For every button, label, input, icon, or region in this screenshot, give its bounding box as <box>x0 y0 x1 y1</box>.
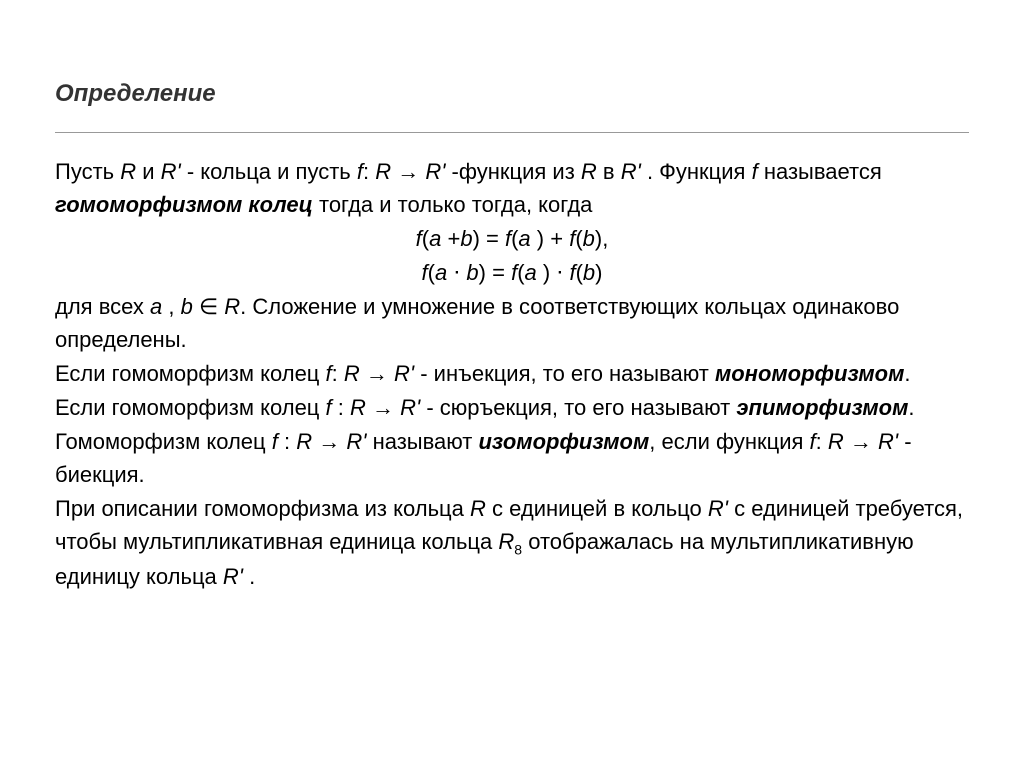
var-R-prime: R' <box>708 496 728 521</box>
text: Гомоморфизм колец <box>55 429 272 454</box>
arrow: → <box>366 395 400 420</box>
text: ), <box>595 226 608 251</box>
text: ) <box>543 260 556 285</box>
text: Пусть <box>55 159 120 184</box>
var-R: R <box>470 496 486 521</box>
var-a: a <box>150 294 168 319</box>
var-R: R <box>344 361 360 386</box>
term-monomorphism: мономорфизмом <box>715 361 904 386</box>
var-a: a <box>525 260 543 285</box>
text: называют <box>366 429 478 454</box>
var-a: a <box>435 260 453 285</box>
text: - инъекция, то его называют <box>414 361 715 386</box>
text: : <box>332 361 344 386</box>
text: в <box>597 159 621 184</box>
text: , <box>168 294 180 319</box>
text: ∈ <box>193 294 224 319</box>
equation-addition: f(a +b) = f(a ) + f(b), <box>55 222 969 255</box>
arrow: → <box>312 429 346 454</box>
text: ) = <box>473 226 505 251</box>
text: ) <box>595 260 602 285</box>
text: . Функция <box>641 159 752 184</box>
var-R: R <box>296 429 312 454</box>
var-R-prime: R' <box>621 159 641 184</box>
var-b: b <box>460 226 472 251</box>
var-R: R <box>498 529 514 554</box>
text: Если гомоморфизм колец <box>55 361 326 386</box>
text: ( <box>576 260 583 285</box>
divider <box>55 132 969 133</box>
text: Если гомоморфизм колец <box>55 395 326 420</box>
var-a: a <box>518 226 536 251</box>
text: ( <box>575 226 582 251</box>
var-R: R <box>581 159 597 184</box>
var-b: b <box>583 260 595 285</box>
text: и <box>136 159 161 184</box>
text: . <box>908 395 914 420</box>
var-R-prime: R' <box>161 159 181 184</box>
text: . <box>243 564 255 589</box>
text: : <box>816 429 828 454</box>
text: называется <box>758 159 882 184</box>
slide-title: Определение <box>55 80 969 108</box>
arrow: → <box>391 159 425 184</box>
text: : <box>363 159 375 184</box>
paragraph-epi: Если гомоморфизм колец f : R → R' - сюръ… <box>55 391 969 424</box>
text: с единицей в кольцо <box>486 496 708 521</box>
var-R-prime: R' <box>425 159 445 184</box>
var-R-prime: R' <box>346 429 366 454</box>
term-homomorphism: гомоморфизмом колец <box>55 192 313 217</box>
var-R-prime: R' <box>878 429 898 454</box>
text: , если функция <box>649 429 809 454</box>
paragraph-iso: Гомоморфизм колец f : R → R' называют из… <box>55 425 969 491</box>
var-R: R <box>375 159 391 184</box>
text: тогда и только тогда, когда <box>313 192 593 217</box>
text: ) = <box>479 260 511 285</box>
var-b: b <box>466 260 478 285</box>
text: : <box>278 429 296 454</box>
var-R-prime: R' <box>400 395 420 420</box>
text: для всех <box>55 294 150 319</box>
slide: Определение Пусть R и R' - кольца и пуст… <box>0 0 1024 767</box>
equation-multiplication: f(a ⋅ b) = f(a ) ⋅ f(b) <box>55 256 969 289</box>
text: ( <box>428 260 435 285</box>
var-a: a <box>429 226 447 251</box>
term-epimorphism: эпиморфизмом <box>736 395 908 420</box>
var-R-prime: R' <box>223 564 243 589</box>
paragraph-unit: При описании гомоморфизма из кольца R с … <box>55 492 969 593</box>
text: : <box>332 395 350 420</box>
var-R: R <box>120 159 136 184</box>
var-R: R <box>224 294 240 319</box>
text: - кольца и пусть <box>181 159 357 184</box>
var-R-prime: R' <box>394 361 414 386</box>
text: + <box>447 226 460 251</box>
arrow: → <box>360 361 394 386</box>
text: При описании гомоморфизма из кольца <box>55 496 470 521</box>
slide-number: 8 <box>514 541 522 557</box>
term-isomorphism: изоморфизмом <box>478 429 649 454</box>
slide-body: Пусть R и R' - кольца и пусть f: R → R' … <box>55 155 969 593</box>
arrow: → <box>844 429 878 454</box>
paragraph-forall: для всех a , b ∈ R. Сложение и умножение… <box>55 290 969 356</box>
var-b: b <box>181 294 193 319</box>
text: -функция из <box>445 159 580 184</box>
dot: ⋅ <box>453 260 466 285</box>
var-R: R <box>828 429 844 454</box>
paragraph-mono: Если гомоморфизм колец f: R → R' - инъек… <box>55 357 969 390</box>
dot: ⋅ <box>556 260 569 285</box>
text: - сюръекция, то его называют <box>420 395 736 420</box>
text: . <box>904 361 910 386</box>
var-b: b <box>583 226 595 251</box>
text: ( <box>517 260 524 285</box>
var-R: R <box>350 395 366 420</box>
text: ) + <box>537 226 569 251</box>
text: ( <box>422 226 429 251</box>
paragraph-intro: Пусть R и R' - кольца и пусть f: R → R' … <box>55 155 969 221</box>
